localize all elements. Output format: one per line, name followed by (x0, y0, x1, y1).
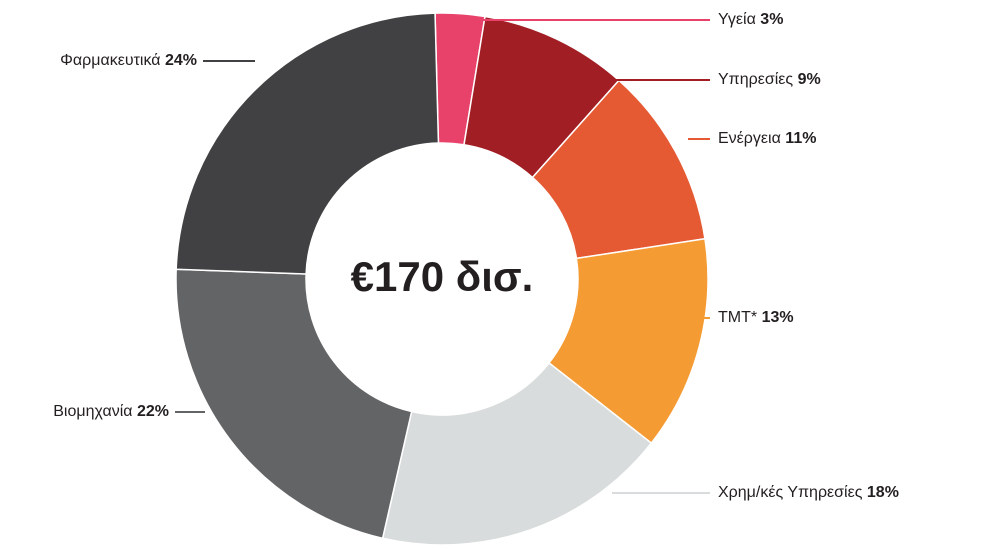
value-label: 22% (137, 403, 169, 420)
value-label: 18% (867, 484, 899, 501)
category-name: Χρημ/κές Υπηρεσίες (718, 484, 863, 501)
slice-label: TMT* 13% (718, 309, 794, 326)
category-name: Ενέργεια (718, 130, 781, 147)
slice-label: Υγεία 3% (718, 11, 783, 28)
value-label: 11% (785, 130, 816, 147)
slice-label: Φαρμακευτικά 24% (60, 52, 197, 69)
category-name: Φαρμακευτικά (60, 52, 160, 69)
donut-slice (175, 12, 440, 275)
slice-label: Ενέργεια 11% (718, 130, 816, 147)
value-label: 13% (762, 309, 794, 326)
category-name: Βιομηχανία (53, 403, 132, 420)
value-label: 3% (760, 11, 783, 28)
donut-slice (381, 361, 653, 546)
category-name: Υπηρεσίες (718, 71, 793, 88)
center-label: €170 δισ. (351, 253, 534, 300)
value-label: 24% (165, 52, 197, 69)
value-label: 9% (798, 71, 821, 88)
donut-slice (175, 268, 413, 540)
donut (175, 12, 709, 546)
slice-label: Βιομηχανία 22% (53, 403, 169, 420)
slice-label: Χρημ/κές Υπηρεσίες 18% (718, 484, 899, 501)
slice-label: Υπηρεσίες 9% (718, 71, 821, 88)
category-name: Υγεία (718, 11, 756, 28)
category-name: TMT* (718, 309, 757, 326)
